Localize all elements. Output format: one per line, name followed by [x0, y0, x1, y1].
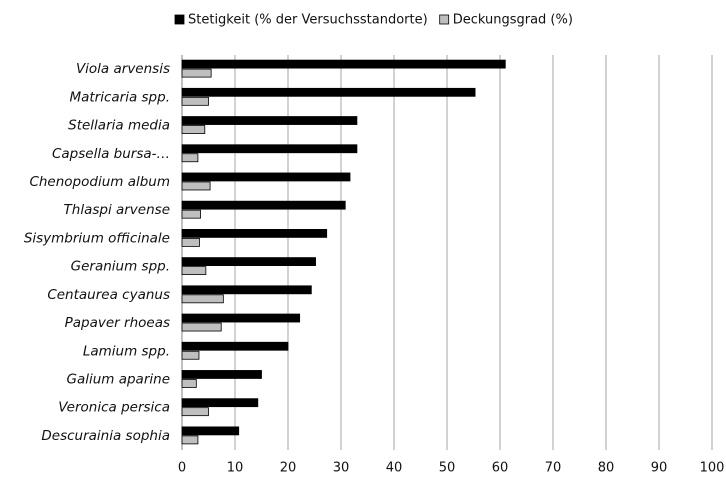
y-tick-label: Matricaria spp.	[69, 89, 170, 105]
bar	[181, 87, 476, 97]
bar	[181, 228, 328, 238]
x-tick-label: 10	[227, 461, 244, 476]
y-tick-label: Lamium spp.	[83, 343, 170, 359]
legend-label: Stetigkeit (% der Versuchsstandorte)	[188, 13, 428, 28]
x-tick-label: 30	[333, 461, 350, 476]
y-tick-label: Veronica persica	[58, 400, 170, 416]
bar	[181, 237, 200, 247]
x-tick-label: 90	[651, 461, 668, 476]
y-tick-label: Descurainia sophia	[41, 428, 170, 444]
bar	[181, 153, 199, 163]
x-tick-label: 80	[598, 461, 615, 476]
bar	[181, 435, 199, 445]
legend-swatch	[439, 14, 450, 25]
y-tick-label: Sisymbrium officinale	[24, 230, 170, 246]
y-tick-label: Centaurea cyanus	[47, 287, 170, 303]
y-tick-label: Galium aparine	[66, 371, 170, 387]
bar	[181, 59, 506, 69]
bar	[181, 209, 201, 219]
bar	[181, 172, 351, 182]
x-tick-label: 20	[280, 461, 297, 476]
x-tick-label: 50	[439, 461, 456, 476]
y-tick-label: Papaver rhoeas	[65, 315, 170, 331]
bar	[181, 341, 289, 351]
bar	[181, 285, 312, 295]
bar	[181, 181, 211, 191]
bar	[181, 322, 222, 332]
bar	[181, 144, 358, 154]
legend-label: Deckungsgrad (%)	[453, 13, 573, 28]
y-tick-label: Viola arvensis	[76, 61, 170, 77]
bar	[181, 266, 207, 276]
x-tick-label: 100	[700, 461, 725, 476]
bar	[181, 257, 316, 267]
y-tick-label: Geranium spp.	[71, 259, 170, 275]
bar	[181, 294, 224, 304]
bar	[181, 200, 346, 210]
x-tick-label: 40	[386, 461, 403, 476]
y-tick-label: Thlaspi arvense	[64, 202, 170, 218]
bar	[181, 68, 212, 78]
bar	[181, 426, 240, 436]
y-tick-label: Stellaria media	[68, 118, 170, 134]
legend-swatch	[174, 14, 185, 25]
y-tick-label: Chenopodium album	[29, 174, 170, 190]
bar	[181, 96, 209, 106]
bar	[181, 379, 197, 388]
bar	[181, 125, 206, 134]
bar	[181, 116, 358, 125]
x-tick-label: 60	[492, 461, 509, 476]
x-tick-label: 70	[545, 461, 562, 476]
bar	[181, 350, 200, 360]
bar	[181, 407, 209, 417]
x-tick-label: 0	[178, 461, 186, 476]
bar	[181, 370, 262, 379]
y-tick-label: Capsella bursa-…	[52, 146, 170, 162]
bar	[181, 398, 259, 408]
bar	[181, 313, 301, 323]
